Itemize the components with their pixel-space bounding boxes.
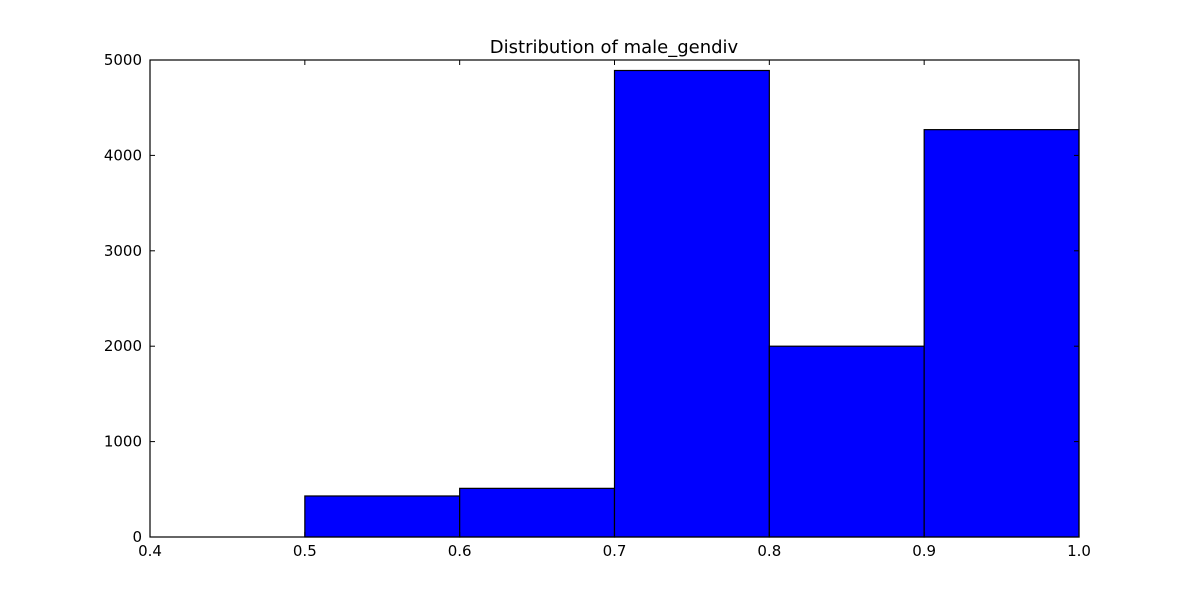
y-tick-label-4: 4000 <box>104 146 142 164</box>
x-tick-label-2: 0.6 <box>448 542 472 560</box>
chart-title: Distribution of male_gendiv <box>490 37 739 58</box>
histogram-bar-2 <box>613 69 770 538</box>
x-tick-label-0: 0.4 <box>138 542 162 560</box>
plot-frame <box>149 59 1080 538</box>
x-tick-label-5: 0.9 <box>912 542 936 560</box>
x-tick-label-3: 0.7 <box>603 542 627 560</box>
y-tick-label-0: 0 <box>132 528 142 546</box>
tick-labels-group: 0.4 0.5 0.6 0.7 0.8 0.9 1.0 0 1000 2000 3000 4000 50… <box>104 51 1091 560</box>
y-tick-label-5: 5000 <box>104 51 142 69</box>
x-tick-label-4: 0.8 <box>757 542 781 560</box>
x-tick-label-1: 0.5 <box>293 542 317 560</box>
y-tick-label-1: 1000 <box>104 433 142 451</box>
histogram-bar-1 <box>459 487 616 538</box>
bars-group <box>304 69 1080 538</box>
histogram-bar-4 <box>923 129 1080 538</box>
histogram-bar-3 <box>768 345 925 538</box>
x-tick-label-6: 1.0 <box>1067 542 1091 560</box>
y-tick-label-3: 3000 <box>104 242 142 260</box>
y-tick-label-2: 2000 <box>104 337 142 355</box>
histogram-bar-0 <box>304 495 461 538</box>
